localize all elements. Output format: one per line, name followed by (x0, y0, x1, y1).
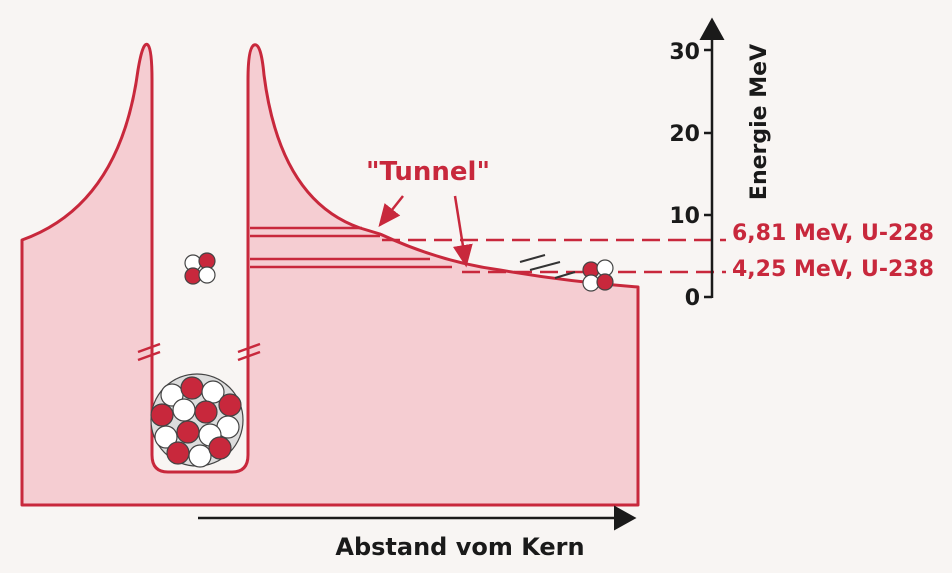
nucleon (154, 425, 178, 449)
nucleus (150, 373, 244, 468)
break-mark (137, 350, 161, 362)
nucleon (188, 444, 212, 468)
alpha-particle (582, 259, 614, 292)
nucleon (166, 441, 190, 465)
tick-label: 10 (669, 204, 700, 229)
nucleon (180, 376, 204, 400)
tunnel-label: "Tunnel" (366, 157, 490, 187)
nucleon (198, 266, 216, 284)
nucleon (150, 403, 174, 427)
level-lines (250, 226, 452, 269)
motion-line (529, 261, 561, 271)
nucleon (176, 420, 200, 444)
motion-lines (519, 254, 576, 279)
level-label: 6,81 MeV, U-228 (732, 221, 934, 246)
alpha-particle (184, 252, 216, 285)
break-mark (237, 342, 261, 354)
tunnel-arrows (378, 195, 473, 268)
tick-label: 30 (669, 40, 700, 65)
tick-label: 0 (685, 286, 700, 311)
nucleon (218, 393, 242, 417)
nucleon (172, 398, 196, 422)
distance-axis-label: Abstand vom Kern (335, 533, 584, 561)
break-mark (137, 342, 161, 354)
break-marks (137, 342, 261, 362)
nucleon (208, 436, 232, 460)
level-label: 4,25 MeV, U-238 (732, 257, 934, 282)
break-mark (237, 350, 261, 362)
motion-line (519, 254, 546, 263)
tunnel-arrow (378, 195, 404, 227)
nucleon (596, 273, 614, 291)
motion-line (554, 271, 576, 279)
tunnel-arrow (452, 195, 473, 268)
nucleon (194, 400, 218, 424)
energy-axis-label: Energie MeV (747, 44, 772, 200)
tick-label: 20 (669, 122, 700, 147)
energy-ticks (704, 48, 712, 299)
